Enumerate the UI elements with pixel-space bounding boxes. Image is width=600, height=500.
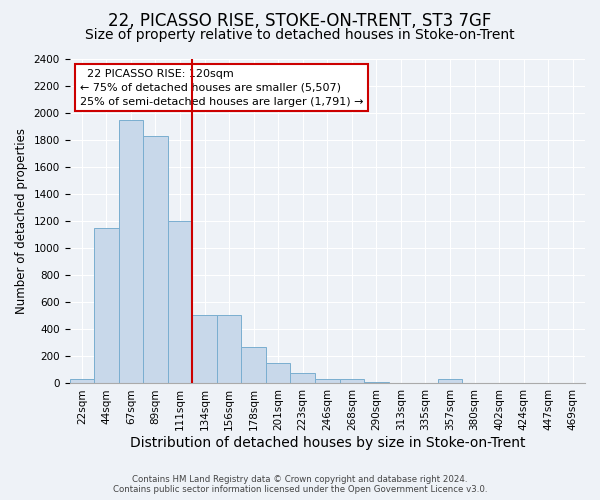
Bar [315,378,340,384]
Bar [94,228,119,384]
Text: 22, PICASSO RISE, STOKE-ON-TRENT, ST3 7GF: 22, PICASSO RISE, STOKE-ON-TRENT, ST3 7G… [109,12,491,30]
Bar [462,383,487,384]
Bar [364,382,389,384]
Bar [168,221,192,384]
Bar [143,136,168,384]
Bar [266,363,290,384]
Text: Contains HM Land Registry data © Crown copyright and database right 2024.
Contai: Contains HM Land Registry data © Crown c… [113,474,487,494]
Bar [340,380,364,384]
Bar [536,383,560,384]
Bar [192,314,217,384]
Bar [217,314,241,384]
Bar [560,383,585,384]
Bar [241,347,266,384]
Bar [389,383,413,384]
Bar [119,120,143,384]
Y-axis label: Number of detached properties: Number of detached properties [15,128,28,314]
Bar [511,383,536,384]
Bar [438,380,462,384]
Bar [413,383,438,384]
Text: 22 PICASSO RISE: 120sqm
← 75% of detached houses are smaller (5,507)
25% of semi: 22 PICASSO RISE: 120sqm ← 75% of detache… [80,68,364,106]
Text: Size of property relative to detached houses in Stoke-on-Trent: Size of property relative to detached ho… [85,28,515,42]
Bar [290,374,315,384]
Bar [70,380,94,384]
Bar [487,383,511,384]
X-axis label: Distribution of detached houses by size in Stoke-on-Trent: Distribution of detached houses by size … [130,436,525,450]
